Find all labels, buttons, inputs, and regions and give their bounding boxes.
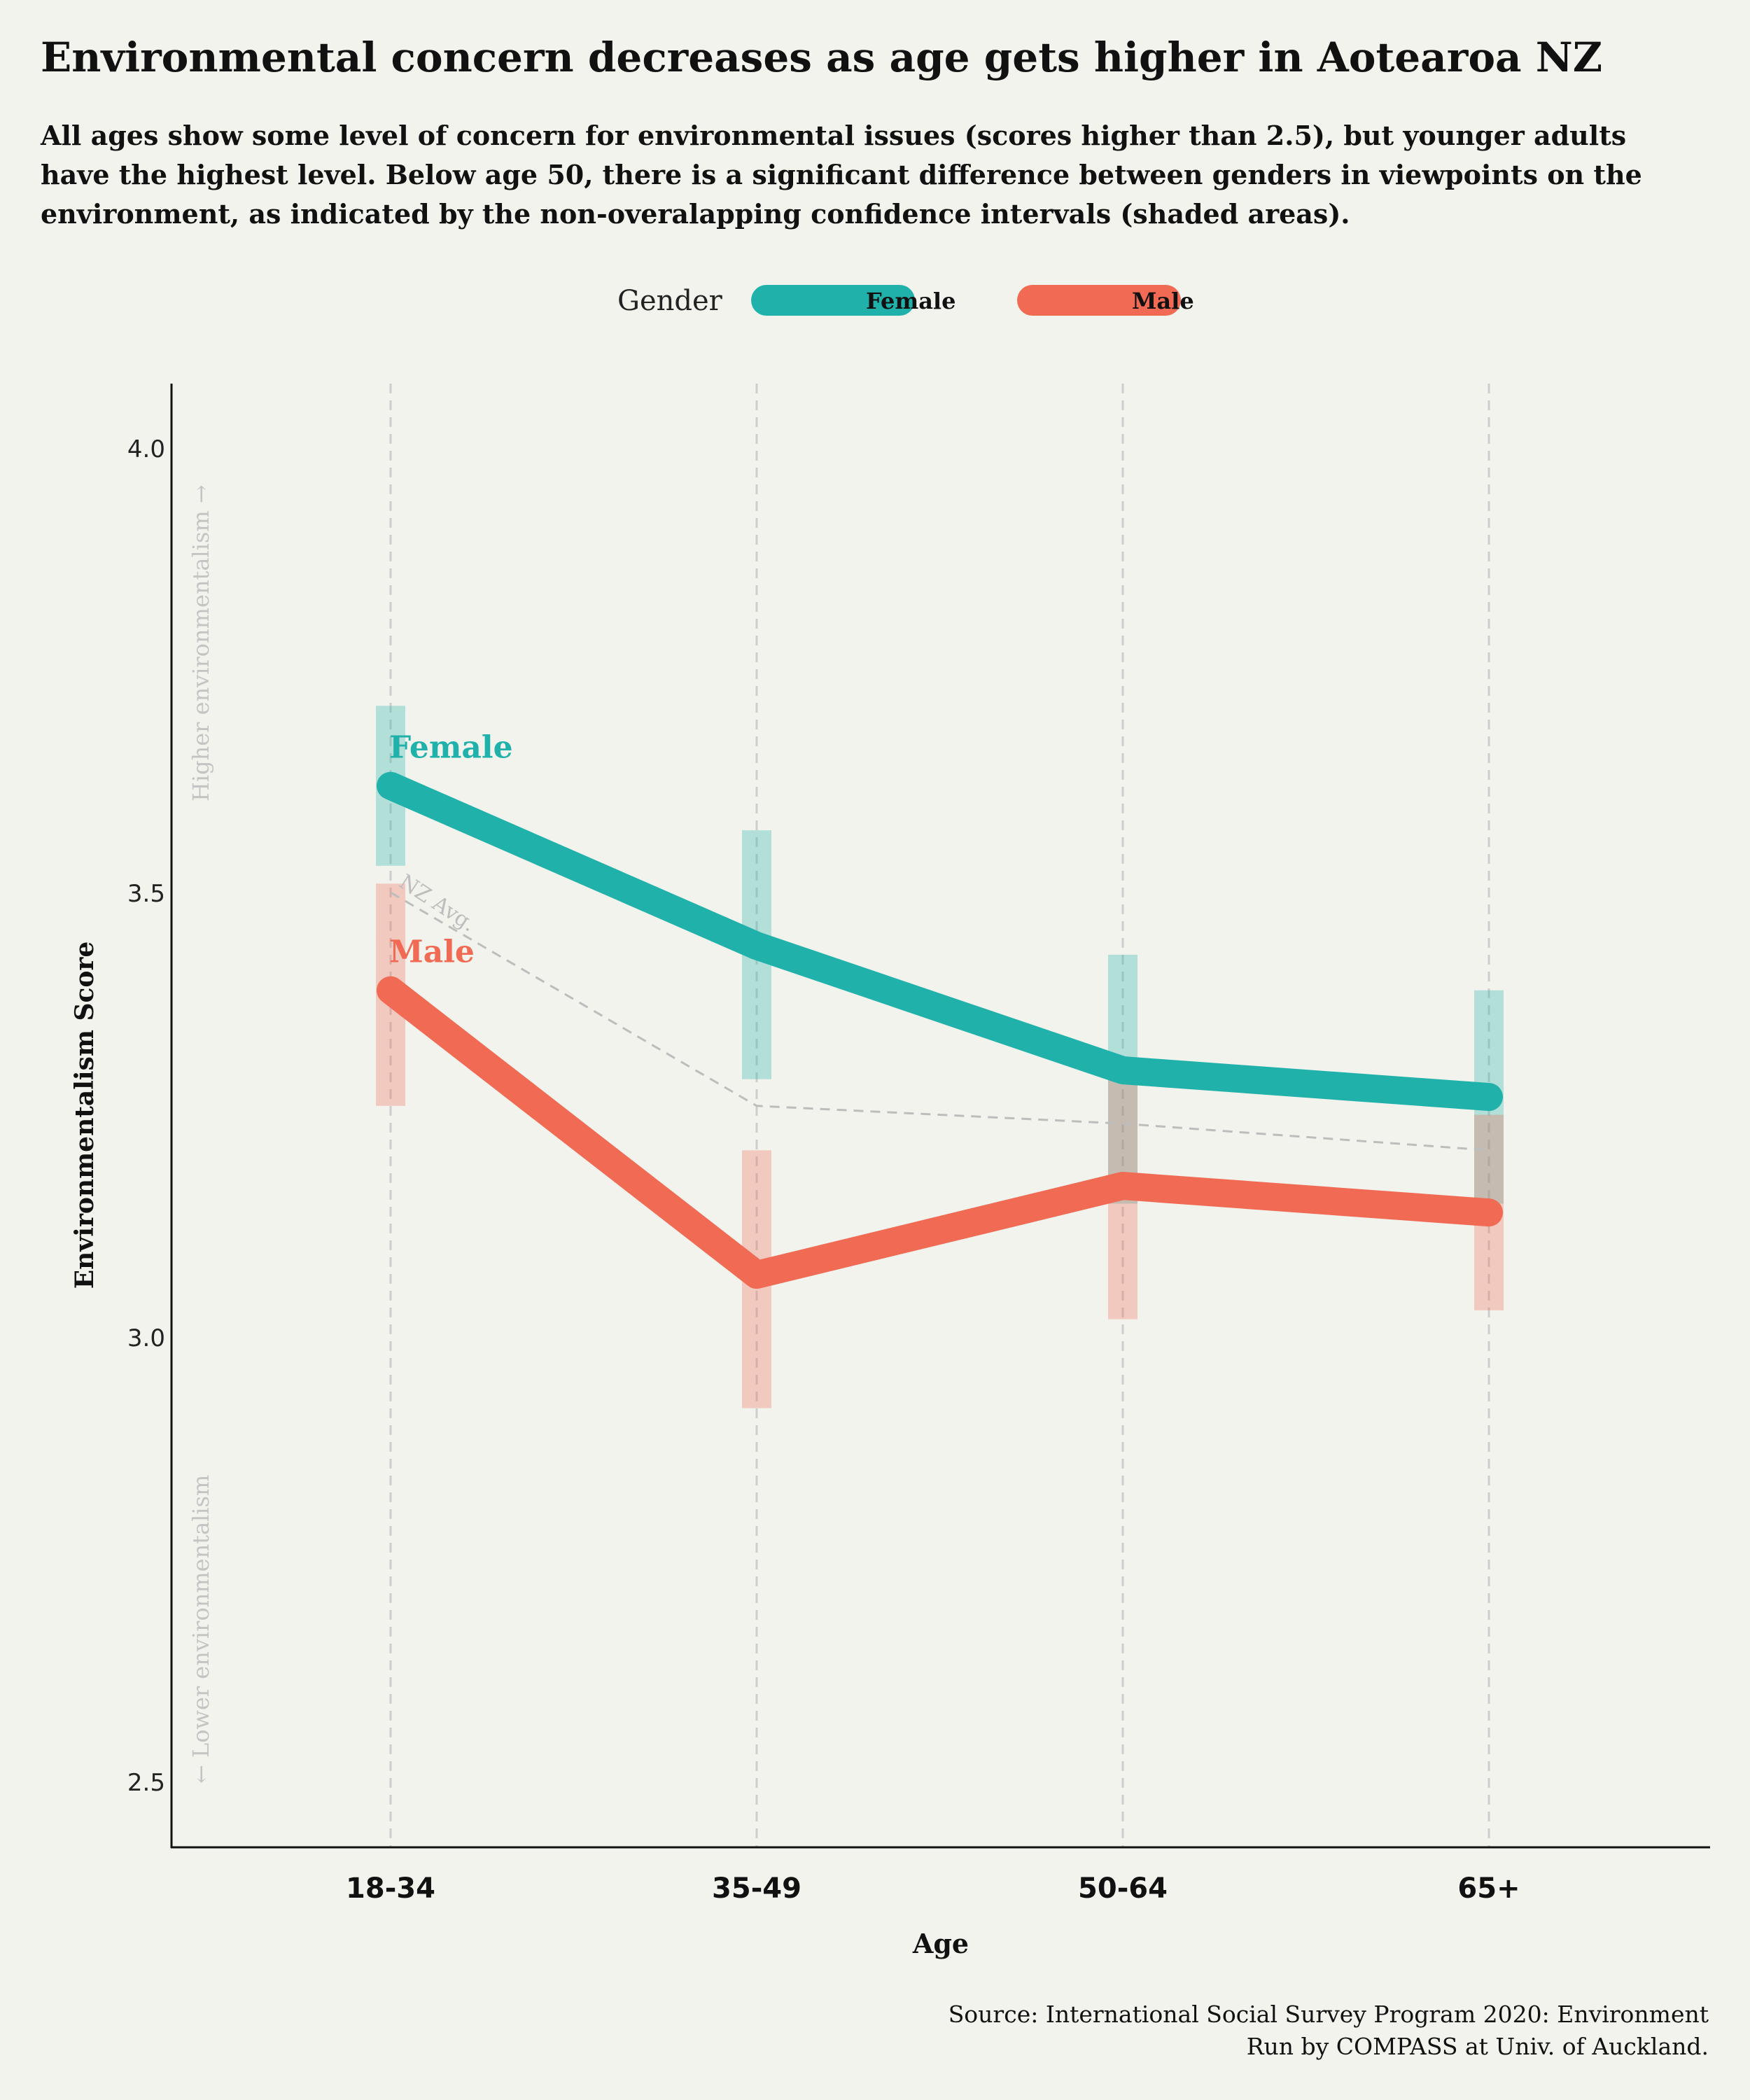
y-axis-title: Environmentalism Score: [70, 941, 99, 1289]
y-tick-label-2.5: 2.5: [127, 1769, 165, 1797]
source-line-2: Run by COMPASS at Univ. of Auckland.: [1247, 2033, 1709, 2060]
x-tick-label-18-34: 18-34: [346, 1872, 435, 1905]
chart-subtitle-line-1: All ages show some level of concern for …: [40, 120, 1626, 151]
y-tick-label-3.0: 3.0: [127, 1324, 165, 1352]
nz-average-line: [390, 891, 1490, 1152]
legend-label-male: Male: [1132, 288, 1194, 314]
higher-environmentalism-note: Higher environmentalism →: [188, 484, 214, 802]
series-line-male: [377, 976, 1503, 1289]
x-axis-title: Age: [912, 1928, 969, 1959]
x-axis-ticks: 18-34 35-49 50-64 65+: [346, 1872, 1520, 1905]
x-tick-label-65+: 65+: [1457, 1872, 1520, 1905]
series-label-male: Male: [389, 934, 475, 970]
gender-series-lines: [377, 771, 1503, 1289]
chart-subtitle-line-3: environment, as indicated by the non-ove…: [41, 198, 1350, 230]
legend-item-female[interactable]: Female: [751, 285, 955, 316]
series-label-female: Female: [389, 730, 513, 766]
legend-title: Gender: [617, 285, 723, 317]
chart-subtitle-line-2: have the highest level. Below age 50, th…: [41, 159, 1642, 190]
y-tick-label-4.0: 4.0: [127, 435, 165, 463]
confidence-intervals: [376, 706, 1504, 1408]
series-line-female: [377, 771, 1503, 1112]
x-tick-label-50-64: 50-64: [1078, 1872, 1168, 1905]
vertical-gridlines: [389, 384, 1490, 1847]
legend: Gender Female Male: [617, 285, 1194, 317]
y-tick-label-3.5: 3.5: [127, 880, 165, 908]
legend-item-male[interactable]: Male: [1017, 285, 1194, 316]
x-tick-label-35-49: 35-49: [712, 1872, 802, 1905]
source-line-1: Source: International Social Survey Prog…: [948, 2001, 1709, 2028]
legend-label-female: Female: [866, 288, 955, 314]
chart-title: Environmental concern decreases as age g…: [41, 34, 1602, 81]
lower-environmentalism-note: ← Lower environmentalism: [188, 1475, 214, 1784]
y-axis-ticks: 2.5 3.0 3.5 4.0: [127, 435, 165, 1797]
series-labels: Female Male: [389, 730, 513, 970]
